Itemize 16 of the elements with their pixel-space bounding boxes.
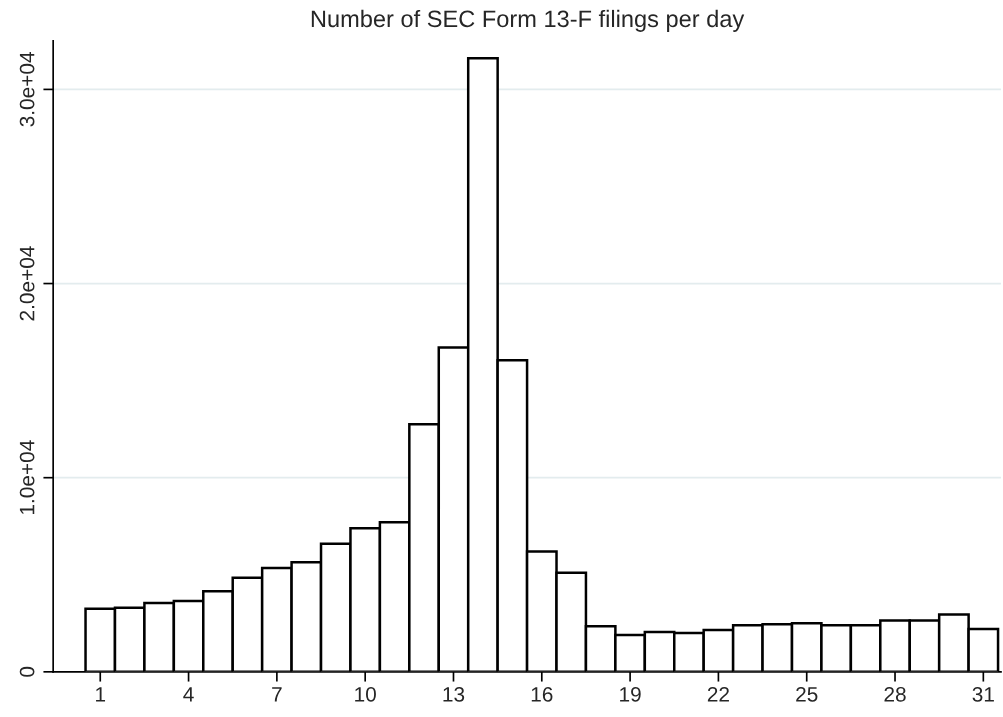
chart-title: Number of SEC Form 13-F filings per day <box>311 9 745 32</box>
x-tick-label: 16 <box>531 686 553 702</box>
y-tick-label: 0 <box>19 666 35 677</box>
x-tick-label: 28 <box>884 686 906 702</box>
x-tick-label: 31 <box>972 686 994 702</box>
x-tick-label: 22 <box>707 686 729 702</box>
y-tick-label: 3.0e+04 <box>19 52 35 127</box>
x-tick-label: 7 <box>272 687 282 702</box>
x-tick-label: 19 <box>620 686 641 702</box>
y-tick-label: 2.0e+04 <box>19 246 35 321</box>
x-tick-label: 13 <box>443 686 465 702</box>
y-tick-label: 1.0e+04 <box>19 440 35 515</box>
x-tick-label: 25 <box>796 686 818 702</box>
x-tick-label: 4 <box>183 687 194 702</box>
x-tick-label: 1 <box>96 687 106 702</box>
x-tick-label: 10 <box>355 686 376 702</box>
